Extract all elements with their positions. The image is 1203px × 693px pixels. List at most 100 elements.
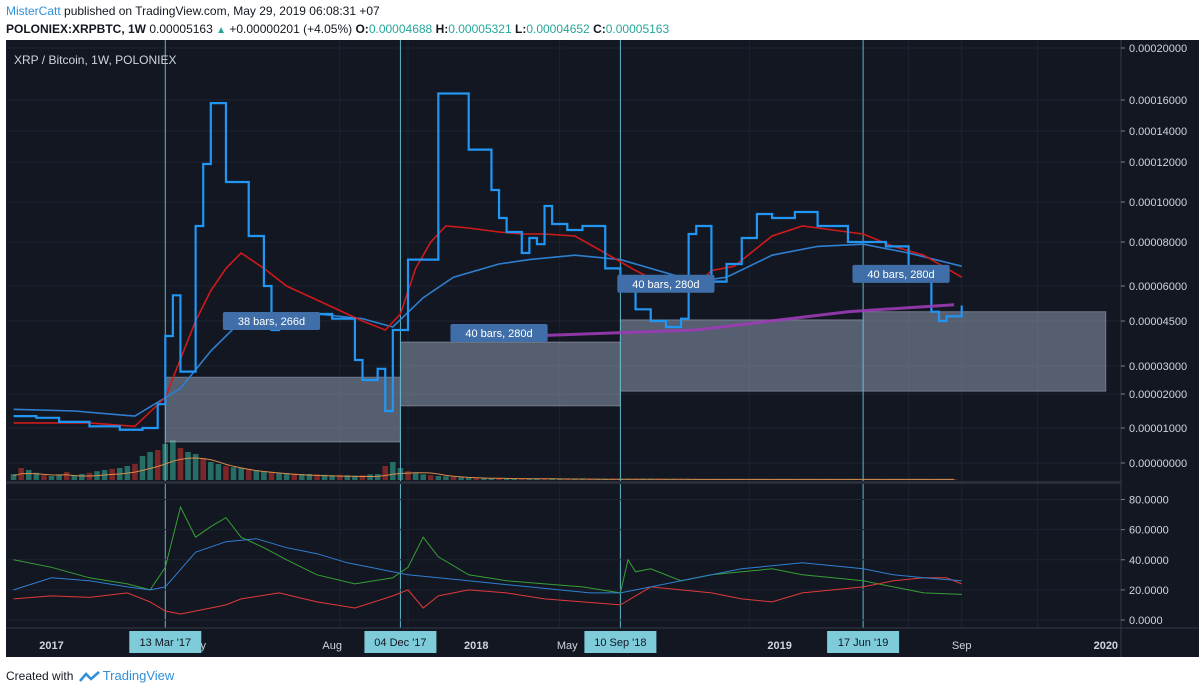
up-triangle-icon: ▲ xyxy=(216,25,227,36)
price-tick-label: 0.00020000 xyxy=(1129,43,1187,55)
tradingview-logo-icon xyxy=(78,670,100,682)
volume-bar xyxy=(951,479,957,480)
indicator-tick-label: 60.0000 xyxy=(1129,525,1169,537)
trendline xyxy=(529,303,955,338)
volume-bar xyxy=(253,470,260,480)
volume-bar xyxy=(261,471,267,480)
chart-area[interactable]: 38 bars, 266d 40 bars, 280d 40 bars, 280d 4… xyxy=(6,40,1199,657)
volume-bar xyxy=(185,452,191,480)
price-tick-label: 0.00000000 xyxy=(1129,458,1187,470)
volume-bar xyxy=(352,475,358,480)
low-value: 0.00004652 xyxy=(526,22,590,36)
volume-bar xyxy=(177,448,184,480)
volume-bar xyxy=(374,474,381,480)
volume-bar xyxy=(481,478,487,480)
volume-bar xyxy=(306,474,313,480)
time-axis-label: 2017 xyxy=(39,640,63,652)
volume-bar xyxy=(443,476,449,480)
volume-bar xyxy=(139,456,146,480)
created-with-text: Created with xyxy=(6,669,74,683)
time-axis-label: Sep xyxy=(952,640,972,652)
open-value: 0.00004688 xyxy=(368,22,433,36)
indicator-line-green xyxy=(13,505,962,595)
volume-bar xyxy=(268,472,275,480)
box-label: 38 bars, 266d xyxy=(238,316,305,328)
time-axis-label: 2019 xyxy=(767,640,791,652)
volume-bar xyxy=(382,466,389,480)
published-text: published on TradingView.com, May 29, 20… xyxy=(64,4,380,18)
volume-bar xyxy=(10,474,17,480)
last-price: 0.00005163 xyxy=(149,22,213,36)
price-tick-label: 0.00010000 xyxy=(1129,197,1187,209)
date-tag: 10 Sep '18 xyxy=(594,637,646,649)
volume-bar xyxy=(450,476,457,480)
pane-separator xyxy=(6,481,1199,484)
ma-slow-line xyxy=(13,243,962,417)
ma-fast-line xyxy=(13,225,963,428)
volume-bar xyxy=(48,476,55,480)
high-label: H: xyxy=(435,22,449,36)
footer: Created with TradingView xyxy=(6,668,174,683)
volume-bar xyxy=(458,477,464,480)
price-tick-label: 0.00008000 xyxy=(1129,237,1187,249)
volume-ma-line xyxy=(13,457,955,480)
volume-bar xyxy=(336,474,343,480)
box-label: 40 bars, 280d xyxy=(632,279,699,291)
price-change: +0.00000201 (+4.05%) xyxy=(229,22,353,36)
volume-bar xyxy=(71,475,78,480)
box-label: 40 bars, 280d xyxy=(867,269,934,281)
indicator-tick-label: 80.0000 xyxy=(1129,495,1169,507)
volume-bar xyxy=(200,458,207,480)
box-label-bg xyxy=(222,312,321,330)
time-axis-label: Aug xyxy=(322,640,342,652)
high-value: 0.00005321 xyxy=(448,22,512,36)
volume-bar xyxy=(299,474,305,480)
low-label: L: xyxy=(514,22,527,36)
volume-bar xyxy=(291,473,298,480)
volume-bar xyxy=(465,477,472,480)
date-tag: 13 Mar '17 xyxy=(139,637,191,649)
indicator-line-blue xyxy=(13,538,962,594)
close-value: 0.00005163 xyxy=(605,22,670,36)
volume-bar xyxy=(496,478,502,480)
price-tick-label: 0.00002000 xyxy=(1129,389,1187,401)
price-tick-label: 0.00004500 xyxy=(1129,316,1187,328)
price-tick-label: 0.00014000 xyxy=(1129,126,1187,138)
projection-box xyxy=(164,376,401,443)
volume-bar xyxy=(25,470,32,480)
volume-bar xyxy=(427,475,434,480)
volume-bar xyxy=(367,474,373,480)
price-tick-label: 0.00003000 xyxy=(1129,361,1187,373)
volume-bar xyxy=(412,472,419,480)
volume-bar xyxy=(147,452,153,480)
volume-bar xyxy=(420,474,426,480)
price-axis-bg xyxy=(1121,40,1199,657)
chart-svg[interactable]: 38 bars, 266d 40 bars, 280d 40 bars, 280d 4… xyxy=(6,40,1199,657)
volume-bar xyxy=(33,472,40,480)
publish-info: MisterCatt published on TradingView.com,… xyxy=(6,4,380,18)
volume-bar xyxy=(435,476,442,480)
symbol-label: POLONIEX:XRPBTC, 1W xyxy=(6,22,147,36)
date-tag-bg xyxy=(827,631,900,653)
volume-bar xyxy=(359,475,366,480)
price-tick-label: 0.00016000 xyxy=(1129,95,1187,107)
close-label: C: xyxy=(593,22,606,36)
time-axis-label: 2020 xyxy=(1094,640,1118,652)
volume-bar xyxy=(488,478,495,480)
author-link[interactable]: MisterCatt xyxy=(6,4,61,18)
volume-bar xyxy=(503,478,510,480)
volume-bar xyxy=(223,466,229,480)
volume-bar xyxy=(41,475,47,480)
price-tick-label: 0.00012000 xyxy=(1129,157,1187,169)
tradingview-link[interactable]: TradingView xyxy=(102,668,175,683)
volume-bar xyxy=(208,462,214,480)
volume-bar xyxy=(314,474,320,480)
volume-bar xyxy=(192,454,199,480)
volume-bar xyxy=(344,475,351,480)
date-tag-bg xyxy=(584,631,657,653)
time-axis-label: May xyxy=(557,640,578,652)
indicator-line-red xyxy=(13,577,962,615)
box-label-bg xyxy=(852,264,950,283)
date-tag: 17 Jun '19 xyxy=(838,637,888,649)
volume-bar xyxy=(526,478,533,480)
